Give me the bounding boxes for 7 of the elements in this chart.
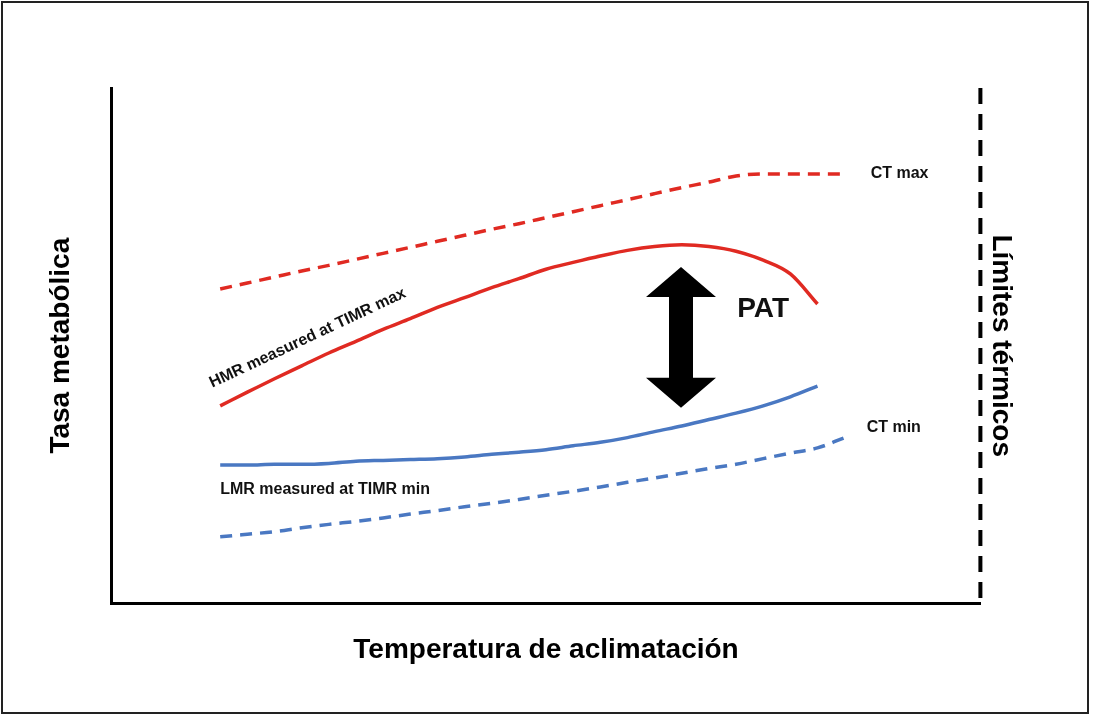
y-axis-title: Tasa metabólica <box>43 237 75 454</box>
annotation: PAT <box>737 292 789 324</box>
series-label: CT max <box>870 164 929 182</box>
series-label: CT min <box>866 418 921 436</box>
x-axis-title: Temperatura de aclimatación <box>353 632 739 664</box>
series-label: LMR measured at TIMR min <box>220 479 431 497</box>
y2-axis-title: Límites térmicos <box>987 234 1019 457</box>
